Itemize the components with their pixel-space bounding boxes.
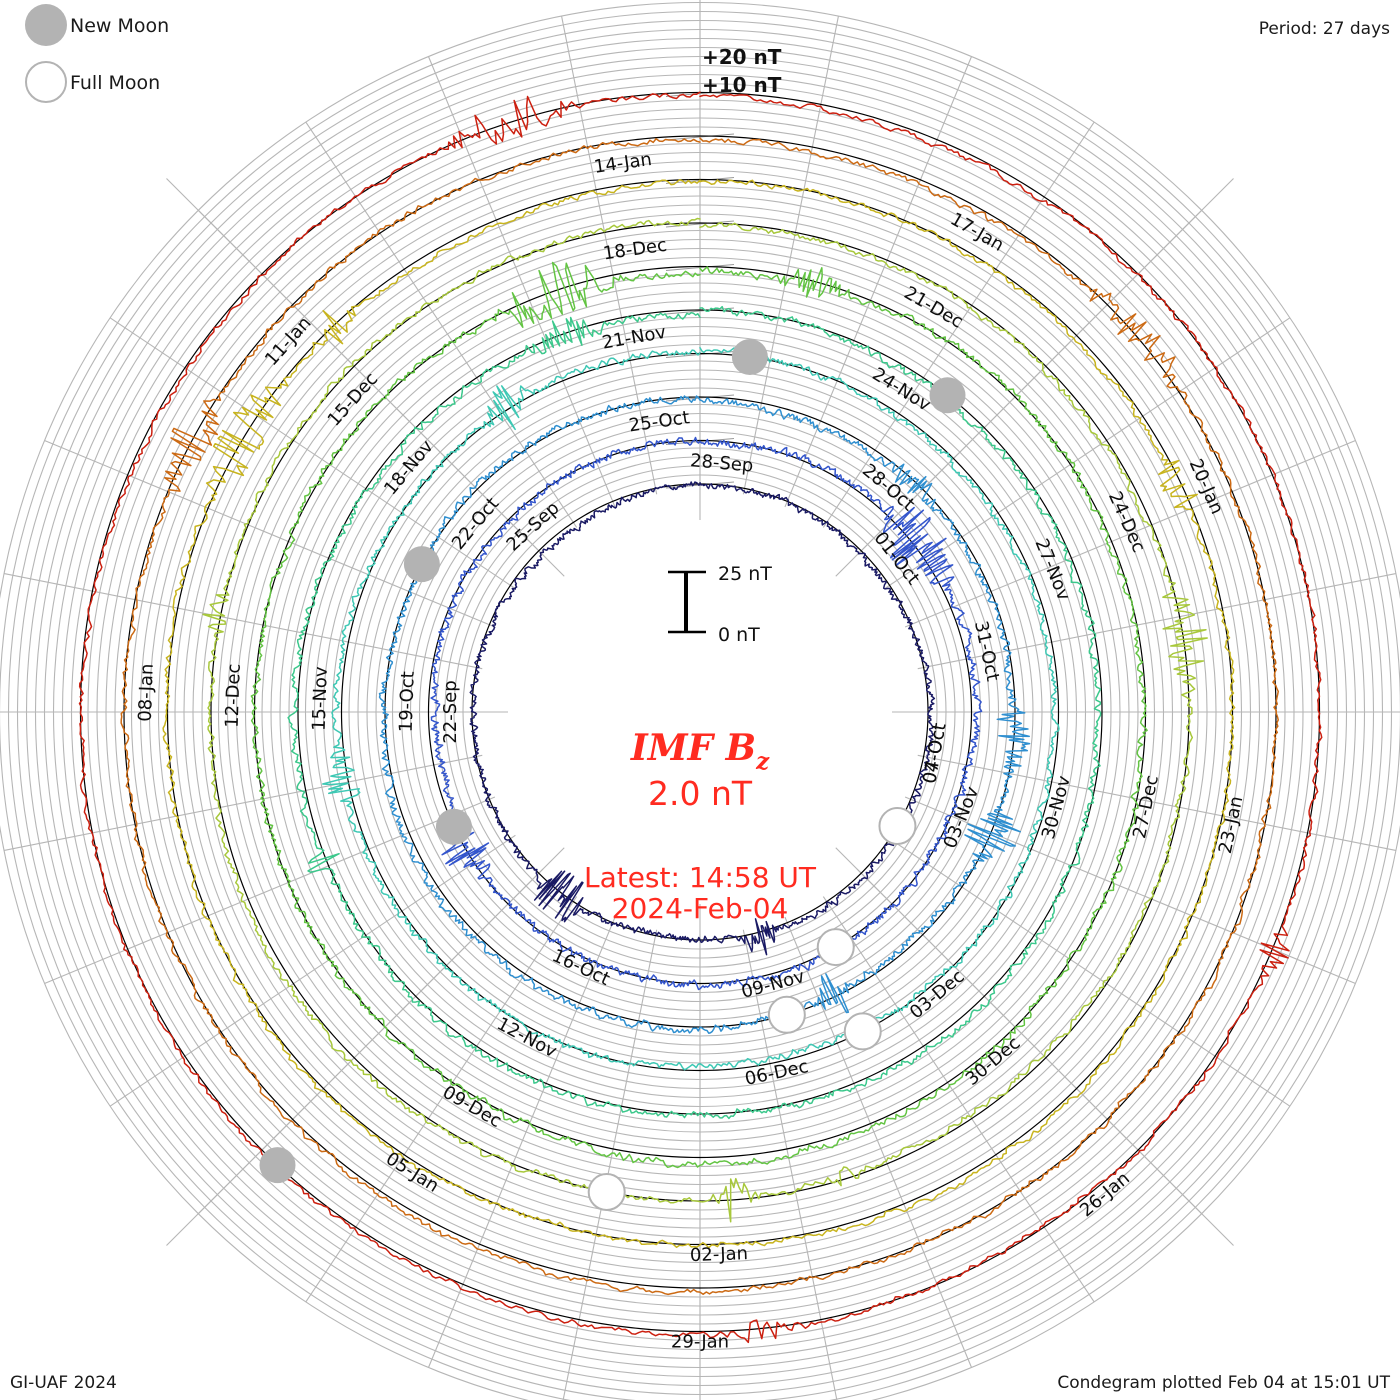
full-moon-marker <box>878 807 917 845</box>
new-moon-marker <box>403 546 440 583</box>
open-circle-icon <box>25 61 67 103</box>
data-trace <box>202 217 1208 1223</box>
data-trace <box>287 305 1102 1120</box>
grid-spoke-major <box>835 847 1234 1246</box>
radial-tick-20nt: +20 nT <box>702 45 782 69</box>
legend-item-new-moon: New Moon <box>25 4 169 46</box>
baseline-arc <box>123 135 1277 1289</box>
spiral-date-label: 21-Nov <box>600 322 668 354</box>
new-moon-marker <box>929 377 966 414</box>
grid-spoke <box>917 573 1396 670</box>
spiral-date-label: 03-Dec <box>906 966 969 1023</box>
grid-spoke-major <box>166 178 565 577</box>
grid-spoke <box>44 439 496 628</box>
data-trace <box>430 436 983 991</box>
scale-bar-top-label: 25 nT <box>718 563 772 585</box>
grid-spoke <box>4 573 483 670</box>
spiral-date-label: 15-Nov <box>309 666 332 732</box>
center-value: 2.0 nT <box>648 774 753 813</box>
legend-label-new-moon: New Moon <box>70 15 169 37</box>
grid-spoke <box>742 929 838 1400</box>
radial-tick-leader <box>665 263 735 272</box>
radial-tick-leader <box>665 89 735 98</box>
center-annotation: IMF Bz 2.0 nT Latest: 14:58 UT 2024-Feb-… <box>584 727 817 925</box>
baseline-arc <box>340 352 1060 1072</box>
spiral-date-label: 12-Dec <box>222 663 245 728</box>
grid-spoke <box>44 796 496 985</box>
new-moon-marker <box>435 808 472 845</box>
spiral-date-label: 29-Jan <box>671 1332 729 1353</box>
grid-spoke <box>822 121 1095 528</box>
center-title: IMF Bz <box>630 727 770 775</box>
grid-spoke <box>917 754 1396 851</box>
grid-spoke <box>305 896 578 1303</box>
scale-bar: 25 nT 0 nT <box>668 563 772 646</box>
spiral-date-label: 28-Sep <box>689 450 754 476</box>
grid-spoke <box>562 929 658 1400</box>
footer-plot-time: Condegram plotted Feb 04 at 15:01 UT <box>1057 1373 1390 1393</box>
baseline-arc <box>427 439 973 985</box>
center-latest-date: 2024-Feb-04 <box>612 892 789 925</box>
legend: New Moon Full Moon <box>25 4 169 103</box>
grid-spoke <box>822 896 1095 1303</box>
data-trace <box>322 347 1060 1071</box>
grid-spoke-major <box>835 178 1234 577</box>
data-trace <box>78 91 1323 1344</box>
period-label: Period: 27 days <box>1259 19 1390 39</box>
new-moon-marker <box>731 338 768 375</box>
footer-credit: GI-UAF 2024 <box>10 1373 117 1393</box>
grid-spoke <box>784 916 973 1368</box>
grid-spoke <box>884 317 1291 590</box>
grid-spoke <box>904 439 1356 628</box>
data-trace <box>469 481 936 956</box>
grid-spoke-major <box>166 847 565 1246</box>
spiral-date-label: 23-Jan <box>1215 794 1248 855</box>
spiral-date-label: 21-Dec <box>900 282 966 332</box>
spiral-date-label: 19-Oct <box>396 671 419 733</box>
grid-spoke <box>904 796 1356 985</box>
center-title-main: IMF B <box>630 727 756 769</box>
moon-marker-layer <box>259 338 966 1212</box>
spiral-date-label: 07-Oct <box>919 722 950 786</box>
legend-item-full-moon: Full Moon <box>25 61 160 103</box>
center-latest-time: Latest: 14:58 UT <box>584 861 817 894</box>
grid-spoke <box>427 916 616 1368</box>
grid-spoke <box>561 16 658 495</box>
trace-layer <box>78 91 1323 1344</box>
data-trace <box>120 137 1279 1296</box>
spiral-date-label: 22-Sep <box>440 680 461 743</box>
spiral-date-label: 08-Jan <box>135 663 158 722</box>
full-moon-marker <box>767 995 806 1034</box>
grid-spoke <box>4 754 483 851</box>
spiral-date-label: 02-Jan <box>690 1243 749 1266</box>
radial-tick-leader <box>665 220 735 228</box>
spiral-date-label: 24-Nov <box>868 364 934 416</box>
spiral-date-label: 12-Nov <box>493 1013 560 1062</box>
radial-tick-10nt: +10 nT <box>702 73 782 97</box>
grid-spoke <box>109 834 516 1107</box>
full-moon-marker <box>587 1173 626 1212</box>
center-title-subscript: z <box>755 748 770 775</box>
new-moon-marker <box>259 1147 296 1184</box>
filled-circle-icon <box>25 4 67 46</box>
scale-bar-bottom-label: 0 nT <box>718 624 760 646</box>
grid-spoke <box>742 16 839 495</box>
data-trace <box>250 261 1148 1169</box>
data-trace <box>162 178 1236 1249</box>
grid-spoke <box>109 317 516 590</box>
grid-spoke <box>884 834 1291 1107</box>
full-moon-marker <box>843 1012 882 1051</box>
spiral-date-label: 16-Oct <box>549 945 613 990</box>
radial-tick-leader <box>665 133 735 141</box>
grid-spoke <box>305 121 578 528</box>
legend-label-full-moon: Full Moon <box>70 72 160 94</box>
full-moon-marker <box>816 928 855 967</box>
radial-tick-leader <box>665 350 735 359</box>
grid-spoke <box>784 56 973 508</box>
